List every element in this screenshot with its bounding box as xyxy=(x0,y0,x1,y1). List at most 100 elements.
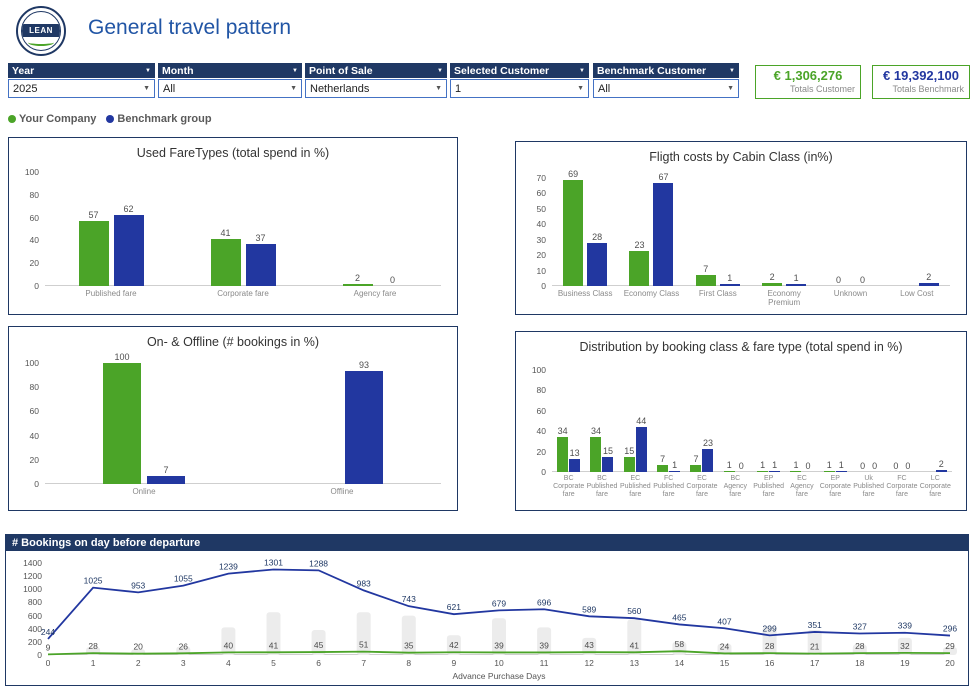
bar-benchmark[interactable] xyxy=(918,282,939,286)
bar-benchmark[interactable] xyxy=(769,470,781,472)
y-tick: 40 xyxy=(536,219,546,230)
y-tick: 80 xyxy=(29,189,39,200)
bar-benchmark[interactable] xyxy=(786,284,807,286)
category-label: EC Published fare xyxy=(619,475,651,499)
bar-your-company[interactable] xyxy=(762,282,783,286)
bar-your-company[interactable] xyxy=(78,221,109,286)
bar-value-label: 67 xyxy=(658,171,669,182)
bar-benchmark[interactable] xyxy=(653,182,674,286)
point-value-label: 20 xyxy=(133,642,143,652)
bar-your-company[interactable] xyxy=(210,239,241,286)
y-tick: 0 xyxy=(541,281,546,291)
bar-value-label: 1 xyxy=(726,459,732,470)
chevron-down-icon[interactable]: ▼ xyxy=(579,67,585,74)
y-tick: 60 xyxy=(536,188,546,199)
bar-value-label: 7 xyxy=(660,453,666,464)
filter-point-of-sale-select[interactable]: Netherlands ▼ xyxy=(305,79,447,98)
bar-your-company[interactable] xyxy=(629,250,650,286)
bar-your-company[interactable] xyxy=(757,470,769,472)
point-value-label: 351 xyxy=(808,620,822,630)
x-tick: 2 xyxy=(135,658,141,668)
bar-value-label: 62 xyxy=(123,204,134,215)
bar-benchmark[interactable] xyxy=(635,427,647,472)
filter-month-header[interactable]: Month ▼ xyxy=(158,63,302,78)
y-tick: 400 xyxy=(27,623,42,634)
line-benchmark[interactable] xyxy=(47,568,951,640)
bar-your-company[interactable] xyxy=(723,470,735,472)
background-watermark-bar xyxy=(492,618,506,655)
category-label: Corporate fare xyxy=(217,289,269,298)
x-axis-label: Advance Purchase Days xyxy=(452,671,546,681)
point-value-label: 679 xyxy=(492,598,506,608)
bar-value-label: 0 xyxy=(893,461,899,471)
filter-month-select[interactable]: All ▼ xyxy=(158,79,302,98)
point-value-label: 327 xyxy=(853,622,867,632)
chevron-down-icon: ▼ xyxy=(435,85,442,92)
bar-benchmark[interactable] xyxy=(602,456,614,472)
bar-benchmark[interactable] xyxy=(702,448,714,472)
bar-benchmark[interactable] xyxy=(113,215,144,286)
legend-label-benchmark-group: Benchmark group xyxy=(117,113,212,125)
filter-point-of-sale-header[interactable]: Point of Sale ▼ xyxy=(305,63,447,78)
bar-your-company[interactable] xyxy=(657,464,669,472)
bar-your-company[interactable] xyxy=(823,470,835,472)
bar-benchmark[interactable] xyxy=(147,475,185,484)
bar-benchmark[interactable] xyxy=(835,470,847,472)
legend-dot-green-icon xyxy=(8,115,16,123)
x-tick: 3 xyxy=(180,658,186,668)
chevron-down-icon[interactable]: ▼ xyxy=(729,67,735,74)
background-watermark-bar xyxy=(401,615,416,655)
point-value-label: 29 xyxy=(945,641,955,651)
bar-your-company[interactable] xyxy=(690,464,702,472)
bar-benchmark[interactable] xyxy=(569,458,581,472)
y-tick: 0 xyxy=(37,650,42,660)
point-value-label: 1025 xyxy=(84,576,103,586)
x-tick: 20 xyxy=(945,658,955,668)
line-your-company[interactable] xyxy=(47,650,951,656)
bar-your-company[interactable] xyxy=(103,363,141,484)
chevron-down-icon[interactable]: ▼ xyxy=(437,67,443,74)
chevron-down-icon: ▼ xyxy=(143,85,150,92)
x-tick: 9 xyxy=(451,658,457,668)
filter-point-of-sale-value: Netherlands xyxy=(310,82,370,95)
bar-value-label: 23 xyxy=(634,239,645,250)
y-tick: 30 xyxy=(536,234,546,245)
bar-value-label: 0 xyxy=(859,275,865,285)
bar-your-company[interactable] xyxy=(557,437,569,472)
bar-your-company[interactable] xyxy=(623,456,635,472)
bar-benchmark[interactable] xyxy=(345,371,383,484)
filter-selected-customer-header[interactable]: Selected Customer ▼ xyxy=(450,63,589,78)
filter-year-select[interactable]: 2025 ▼ xyxy=(8,79,155,98)
bar-your-company[interactable] xyxy=(590,437,602,472)
y-tick: 20 xyxy=(29,258,39,269)
bar-your-company[interactable] xyxy=(695,275,716,286)
bar-benchmark[interactable] xyxy=(669,470,681,472)
chevron-down-icon: ▼ xyxy=(577,85,584,92)
category-label: Business Class xyxy=(557,289,613,298)
category-label: Offline xyxy=(330,487,354,496)
bar-value-label: 1 xyxy=(793,273,799,284)
x-tick: 15 xyxy=(719,658,730,668)
bar-your-company[interactable] xyxy=(790,470,802,472)
lean-logo-text: LEAN xyxy=(22,24,60,37)
chevron-down-icon[interactable]: ▼ xyxy=(145,67,151,74)
point-value-label: 244 xyxy=(41,627,55,637)
filter-month-label: Month xyxy=(162,64,194,77)
bar-your-company[interactable] xyxy=(563,179,584,286)
filter-benchmark-customer-select[interactable]: All ▼ xyxy=(593,79,739,98)
chart-banner-title: # Bookings on day before departure xyxy=(6,535,968,551)
y-tick: 60 xyxy=(29,212,39,223)
bar-benchmark[interactable] xyxy=(719,284,740,286)
bar-benchmark[interactable] xyxy=(935,469,947,472)
chevron-down-icon[interactable]: ▼ xyxy=(292,67,298,74)
background-watermark-bar xyxy=(537,627,552,655)
bar-benchmark[interactable] xyxy=(587,242,608,286)
category-label: Agency fare xyxy=(353,289,397,298)
chart-on-offline: On- & Offline (# bookings in %) 0 20 40 60 8… xyxy=(8,326,458,511)
bar-benchmark[interactable] xyxy=(245,243,276,286)
filter-benchmark-customer-header[interactable]: Benchmark Customer ▼ xyxy=(593,63,739,78)
filter-year-header[interactable]: Year ▼ xyxy=(8,63,155,78)
bar-your-company[interactable] xyxy=(342,283,373,286)
category-label: EC Agency fare xyxy=(790,475,814,499)
filter-selected-customer-select[interactable]: 1 ▼ xyxy=(450,79,589,98)
